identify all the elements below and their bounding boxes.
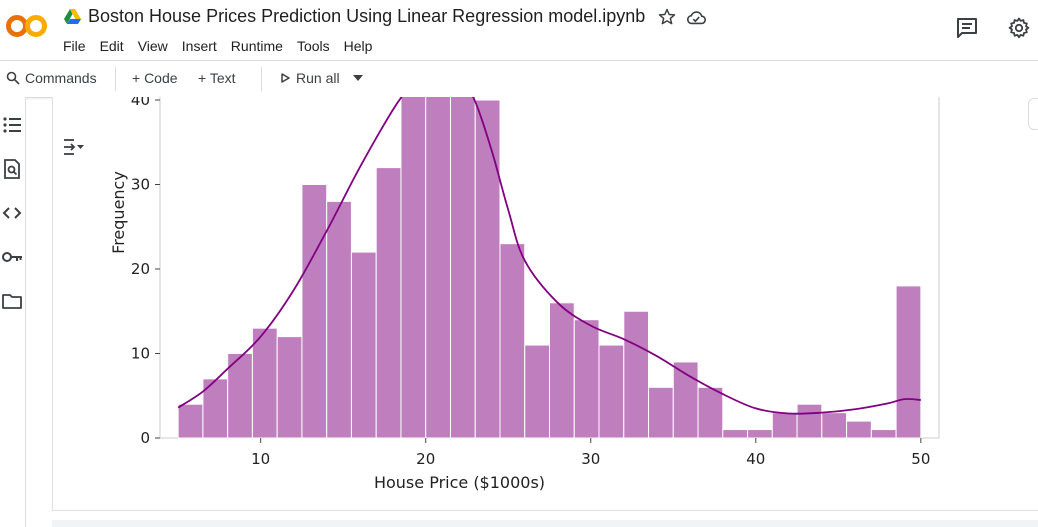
- histogram-bar: [821, 412, 848, 439]
- histogram-bar: [771, 412, 798, 439]
- menu-tools[interactable]: Tools: [296, 38, 330, 54]
- histogram-bar: [227, 353, 253, 439]
- histogram-bar: [524, 344, 551, 439]
- histogram-bar: [895, 285, 922, 439]
- y-tick-label: 0: [140, 429, 150, 447]
- x-tick-label: 40: [746, 450, 765, 468]
- menu-insert[interactable]: Insert: [181, 38, 217, 54]
- notebook-title[interactable]: Boston House Prices Prediction Using Lin…: [88, 6, 646, 26]
- add-text-button[interactable]: + Text: [198, 70, 236, 86]
- run-all-button[interactable]: Run all: [280, 70, 340, 86]
- left-sidebar: [0, 97, 26, 527]
- histogram-bar: [375, 167, 402, 439]
- histogram-bar: [177, 403, 204, 439]
- search-icon: [6, 71, 20, 85]
- code-snippets-icon[interactable]: [1, 202, 23, 224]
- histogram-bar: [425, 97, 451, 439]
- kde-curve: [177, 97, 921, 415]
- add-text-label: + Text: [198, 70, 236, 86]
- histogram-bar: [598, 344, 625, 439]
- colab-logo[interactable]: [6, 12, 48, 40]
- histogram-bar: [846, 420, 872, 439]
- cloud-saved-icon[interactable]: [685, 8, 707, 28]
- x-tick-label: 30: [581, 450, 600, 468]
- histogram-bar: [276, 336, 303, 439]
- y-tick-label: 10: [131, 345, 150, 363]
- table-of-contents-icon[interactable]: [1, 114, 23, 136]
- histogram-bar: [499, 243, 526, 439]
- google-drive-icon: [64, 9, 81, 24]
- add-code-label: + Code: [132, 70, 178, 86]
- histogram-bar: [301, 184, 328, 439]
- histogram-bar: [573, 319, 600, 439]
- menu-bar: File Edit View Insert Runtime Tools Help: [63, 38, 386, 54]
- y-tick-label: 40: [131, 97, 150, 109]
- histogram-bar: [350, 251, 377, 439]
- comments-icon[interactable]: [955, 16, 979, 40]
- histogram-bar: [449, 97, 476, 439]
- histogram-bar: [870, 429, 897, 439]
- histogram-bar: [549, 302, 575, 439]
- x-tick-label: 50: [911, 450, 930, 468]
- play-icon: [281, 73, 290, 83]
- x-tick-label: 10: [251, 450, 270, 468]
- notebook-toolbar: Commands + Code + Text Run all: [0, 60, 1038, 98]
- histogram-bar: [697, 386, 724, 439]
- menu-file[interactable]: File: [63, 38, 86, 54]
- output-toggle-icon[interactable]: [62, 136, 86, 156]
- house-price-histogram: 10 20 30 40 50 0 10 20 30 40 House Price ($1000s)…: [109, 97, 940, 492]
- y-tick-label: 30: [131, 176, 150, 194]
- app-header: Boston House Prices Prediction Using Lin…: [0, 0, 1038, 60]
- star-icon[interactable]: [657, 7, 677, 27]
- chevron-down-icon: [353, 75, 363, 81]
- histogram-bar: [648, 386, 674, 439]
- run-all-dropdown[interactable]: [352, 74, 364, 82]
- commands-button[interactable]: Commands: [6, 70, 97, 86]
- menu-view[interactable]: View: [137, 38, 168, 54]
- toolbar-divider: [261, 67, 262, 91]
- run-all-label: Run all: [296, 70, 340, 86]
- next-cell-strip: [52, 520, 1038, 527]
- histogram-bar: [747, 429, 773, 439]
- y-tick-label: 20: [131, 260, 150, 278]
- menu-help[interactable]: Help: [343, 38, 373, 54]
- histogram-bar: [623, 310, 650, 439]
- commands-label: Commands: [25, 70, 97, 86]
- menu-runtime[interactable]: Runtime: [230, 38, 283, 54]
- histogram-bar: [326, 200, 352, 439]
- find-replace-icon[interactable]: [1, 158, 23, 180]
- histogram-bar: [400, 97, 427, 439]
- side-panel-handle[interactable]: [1028, 98, 1038, 130]
- x-tick-label: 20: [416, 450, 435, 468]
- x-axis-label: House Price ($1000s): [374, 473, 545, 492]
- y-axis-label: Frequency: [109, 171, 128, 254]
- toolbar-divider: [115, 67, 116, 91]
- histogram-bar: [722, 429, 749, 439]
- histogram-bar: [474, 99, 501, 439]
- menu-edit[interactable]: Edit: [99, 38, 124, 54]
- histogram-bar: [251, 327, 278, 439]
- secrets-key-icon[interactable]: [1, 246, 23, 268]
- gear-icon[interactable]: [1007, 16, 1031, 40]
- add-code-button[interactable]: + Code: [132, 70, 178, 86]
- output-cell: [52, 97, 1038, 511]
- files-folder-icon[interactable]: [1, 290, 23, 312]
- histogram-bar: [796, 403, 823, 439]
